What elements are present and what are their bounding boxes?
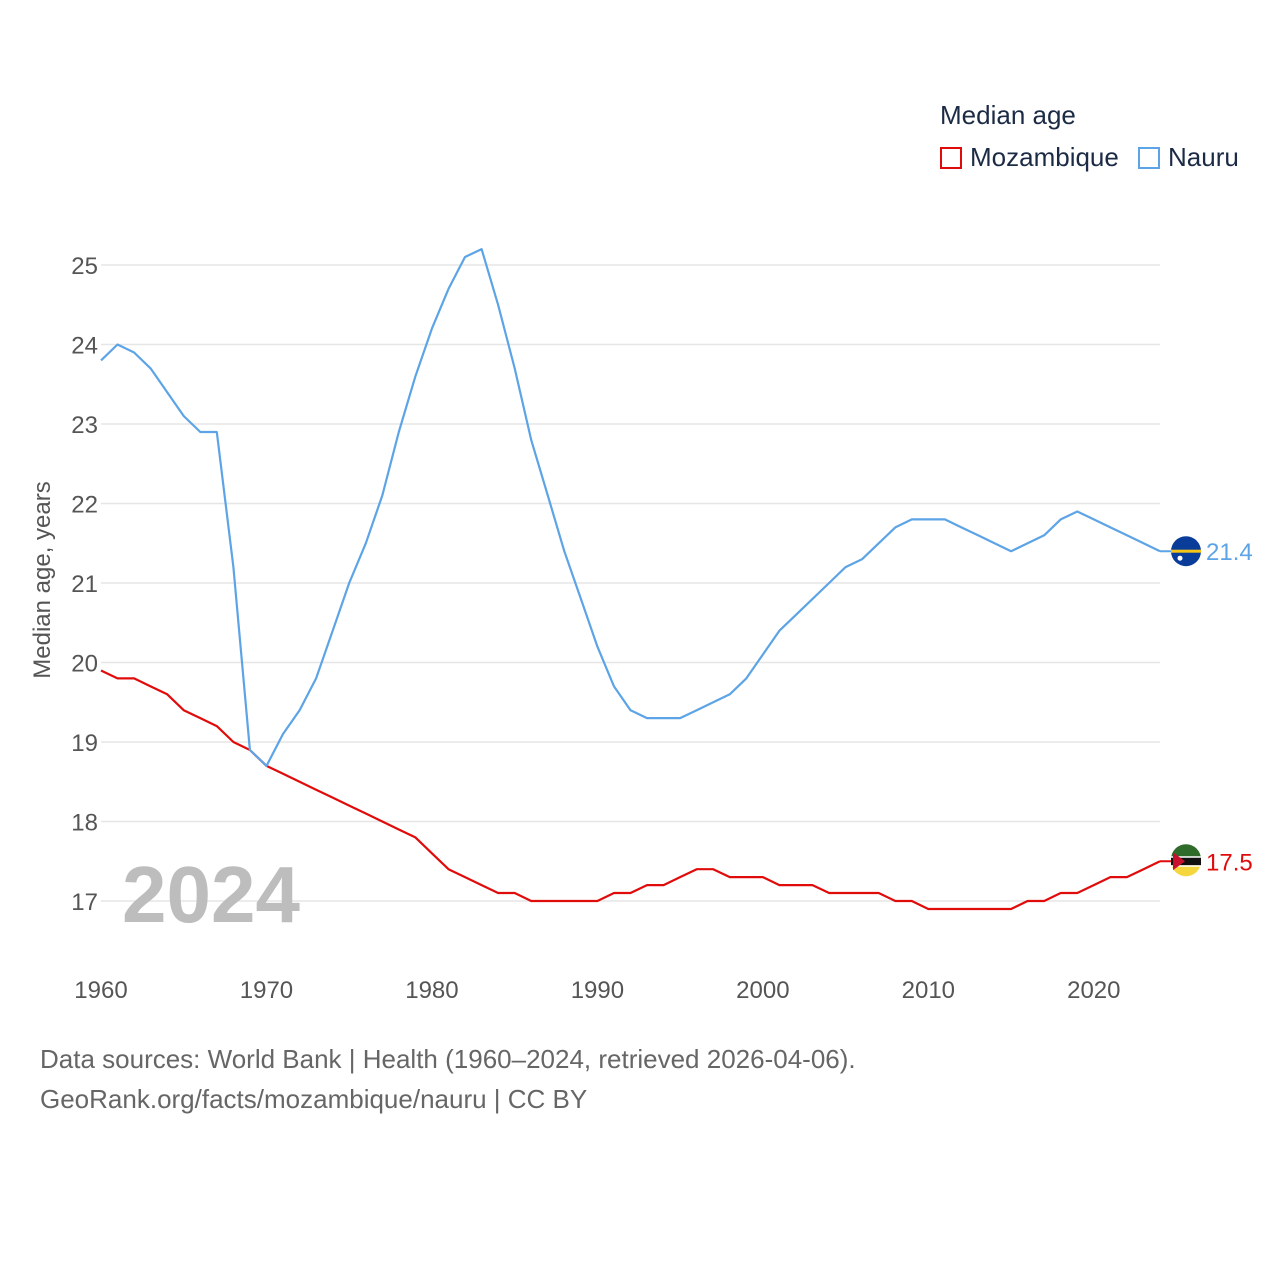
x-tick-label: 1960 [74,977,127,1004]
end-value-label-mozambique: 17.5 [1206,849,1253,876]
legend-swatch-mozambique [940,146,962,169]
series-lines [100,248,1161,911]
y-tick-label: 24 [71,333,98,360]
gridlines [101,264,1160,902]
x-tick-label: 1970 [240,977,293,1004]
legend-item-nauru[interactable]: Nauru [1138,142,1239,173]
x-tick-label: 2020 [1067,977,1120,1004]
y-tick-label: 17 [71,889,98,916]
flag-icon-nauru [1171,536,1201,567]
y-tick-label: 18 [71,810,98,837]
y-tick-label: 20 [71,651,98,678]
series-line-mozambique[interactable] [100,669,1161,911]
y-tick-label: 23 [71,412,98,439]
flag-icon-mozambique [1171,844,1201,877]
x-tick-label: 1990 [571,977,624,1004]
legend-title: Median age [940,100,1076,130]
y-tick-label: 22 [71,492,98,519]
y-axis-ticks: 17 18 19 20 21 22 23 24 25 [71,253,98,916]
series-line-nauru[interactable] [100,248,1161,768]
y-axis-label: Median age, years [29,481,56,678]
legend-label-mozambique: Mozambique [970,142,1119,172]
legend-swatch-nauru [1138,146,1160,169]
end-value-label-nauru: 21.4 [1206,539,1253,566]
legend-label-nauru: Nauru [1168,142,1239,172]
y-tick-label: 25 [71,253,98,280]
x-axis-ticks: 1960 1970 1980 1990 2000 2010 2020 [74,977,1120,1004]
x-tick-label: 1980 [405,977,458,1004]
x-tick-label: 2000 [736,977,789,1004]
legend-item-mozambique[interactable]: Mozambique [940,142,1119,173]
y-tick-label: 19 [71,730,98,757]
year-watermark: 2024 [122,850,300,939]
footer-source: Data sources: World Bank | Health (1960–… [40,1044,856,1074]
y-tick-label: 21 [71,571,98,598]
footer-link[interactable]: GeoRank.org/facts/mozambique/nauru | CC … [40,1084,588,1114]
x-tick-label: 2010 [902,977,955,1004]
end-markers: 17.5 21.4 [1160,536,1253,877]
